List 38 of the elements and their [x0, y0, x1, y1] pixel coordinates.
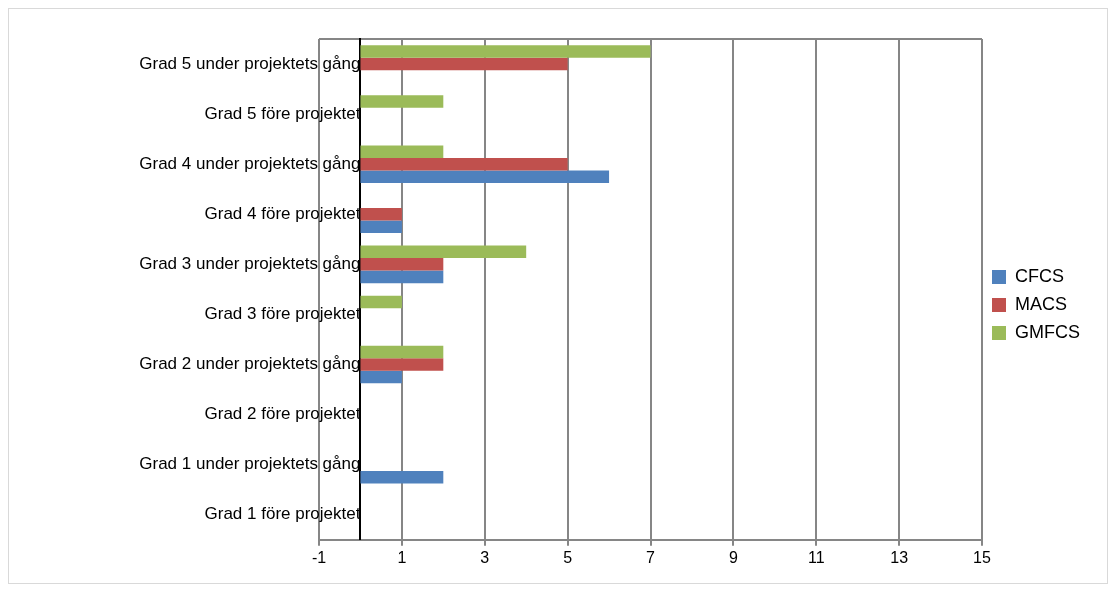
bar	[360, 245, 527, 259]
bar	[360, 220, 402, 234]
bar	[360, 95, 444, 108]
bar	[360, 358, 444, 371]
x-tick-label: 7	[646, 548, 656, 566]
y-tick-label: Grad 1 under projektets gång	[139, 454, 361, 474]
bar	[360, 370, 402, 384]
y-tick-label: Grad 3 före projektet	[204, 304, 361, 324]
x-tick-label: 9	[728, 548, 738, 566]
bar	[360, 295, 402, 309]
bar	[360, 270, 444, 284]
x-tick-label: 5	[563, 548, 573, 566]
y-tick-label: Grad 5 före projektet	[204, 103, 361, 123]
legend-label: MACS	[1015, 293, 1068, 314]
x-tick-label: -1	[311, 548, 327, 566]
y-tick-label: Grad 2 före projektet	[204, 404, 361, 424]
bar	[360, 45, 651, 58]
bar	[360, 145, 444, 158]
bar	[360, 57, 568, 71]
x-tick-label: 1	[397, 548, 407, 566]
bar	[360, 157, 568, 171]
legend-label: GMFCS	[1015, 321, 1080, 342]
x-tick-label: 11	[807, 548, 825, 566]
y-tick-label: Grad 3 under projektets gång	[139, 254, 361, 274]
bar	[360, 208, 402, 221]
bar	[360, 470, 444, 484]
y-tick-label: Grad 1 före projektet	[204, 504, 361, 524]
y-tick-label: Grad 5 under projektets gång	[139, 53, 361, 73]
y-tick-label: Grad 4 under projektets gång	[139, 153, 361, 173]
x-tick-label: 3	[480, 548, 490, 566]
y-tick-label: Grad 2 under projektets gång	[139, 354, 361, 374]
legend-label: CFCS	[1015, 265, 1064, 286]
x-tick-label: 15	[973, 548, 991, 566]
bar	[360, 345, 444, 359]
x-tick-label: 13	[890, 548, 909, 566]
bar	[360, 258, 444, 271]
bar	[360, 170, 610, 183]
y-tick-label: Grad 4 före projektet	[204, 203, 361, 223]
